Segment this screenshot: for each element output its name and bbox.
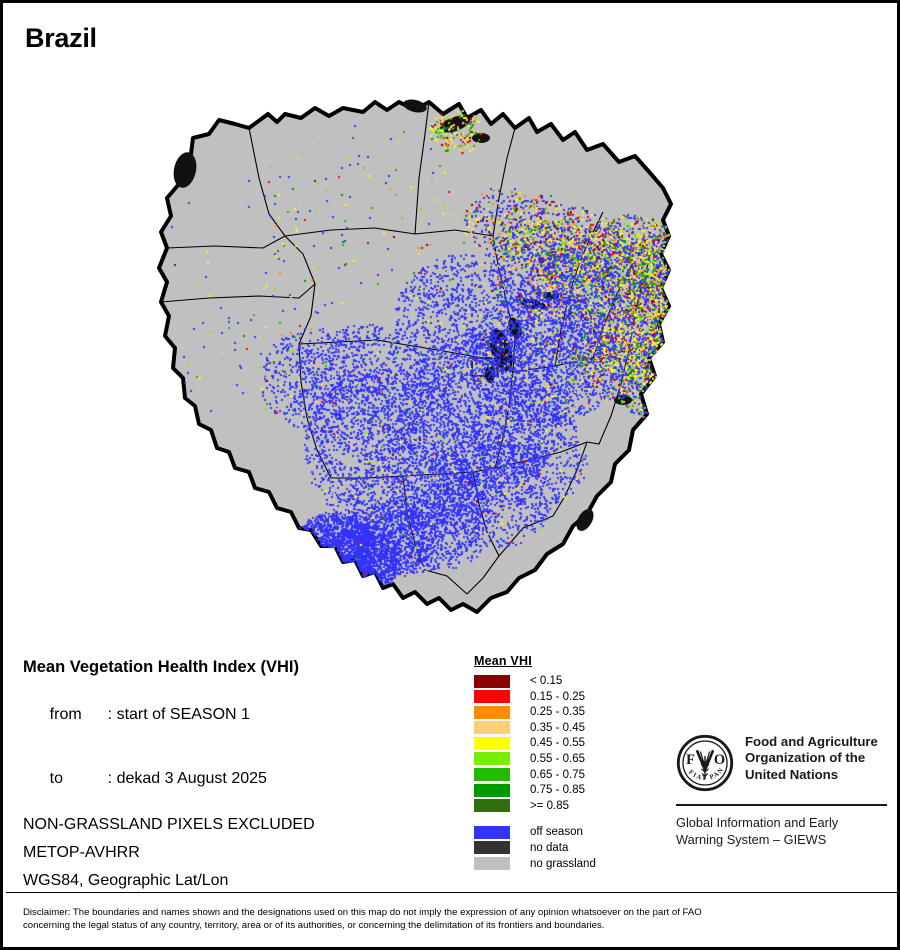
legend-class-row: 0.75 - 0.85 bbox=[474, 783, 664, 797]
fao-organization-name: Food and Agriculture Organization of the… bbox=[745, 734, 878, 783]
legend-class-label: 0.45 - 0.55 bbox=[530, 737, 585, 750]
info-to-key: to bbox=[49, 770, 64, 787]
legend-class-row: 0.55 - 0.65 bbox=[474, 752, 664, 766]
giews-line1: Global Information and Early bbox=[676, 815, 839, 830]
legend-class-label: 0.15 - 0.25 bbox=[530, 690, 585, 703]
svg-text:O: O bbox=[714, 752, 725, 768]
legend-class-swatch bbox=[474, 705, 510, 719]
legend-status-swatch bbox=[474, 841, 510, 855]
info-pixels-excluded: NON-GRASSLAND PIXELS EXCLUDED bbox=[23, 816, 315, 833]
legend-class-row: < 0.15 bbox=[474, 674, 664, 688]
legend-class-swatch bbox=[474, 783, 510, 797]
disclaimer-line1: Disclaimer: The boundaries and names sho… bbox=[23, 907, 702, 918]
legend-status-row: no grassland bbox=[474, 857, 664, 871]
svg-text:F: F bbox=[686, 752, 695, 768]
fao-name-line3: United Nations bbox=[745, 766, 839, 782]
disclaimer-divider bbox=[6, 892, 900, 893]
legend-class-swatch bbox=[474, 674, 510, 688]
map-info-block: Mean Vegetation Health Index (VHI) from:… bbox=[23, 658, 443, 900]
disclaimer-text: Disclaimer: The boundaries and names sho… bbox=[23, 906, 883, 932]
giews-name: Global Information and Early Warning Sys… bbox=[676, 815, 891, 848]
info-projection: WGS84, Geographic Lat/Lon bbox=[23, 872, 229, 889]
fao-branding: F O FIAT PANIS Food and Agriculture Orga… bbox=[676, 734, 891, 848]
legend-class-label: < 0.15 bbox=[530, 675, 563, 687]
map-legend: Mean VHI < 0.15 0.15 - 0.25 0.25 - 0.35 0.3… bbox=[474, 654, 664, 872]
fao-logo-icon: F O FIAT PANIS bbox=[676, 734, 734, 792]
legend-spacer bbox=[474, 814, 664, 825]
fao-divider bbox=[676, 804, 887, 806]
legend-class-row: 0.45 - 0.55 bbox=[474, 736, 664, 750]
legend-class-label: 0.75 - 0.85 bbox=[530, 784, 585, 797]
giews-line2: Warning System – GIEWS bbox=[676, 831, 827, 847]
legend-class-list: < 0.15 0.15 - 0.25 0.25 - 0.35 0.35 - 0.45 0… bbox=[474, 674, 664, 813]
legend-class-row: 0.35 - 0.45 bbox=[474, 721, 664, 735]
legend-status-swatch bbox=[474, 825, 510, 839]
info-from-value: start of SEASON 1 bbox=[116, 706, 250, 723]
info-row-from: from: start of SEASON 1 bbox=[23, 688, 443, 742]
legend-status-label: no data bbox=[530, 841, 569, 854]
legend-class-row: >= 0.85 bbox=[474, 799, 664, 813]
legend-class-swatch bbox=[474, 690, 510, 704]
disclaimer-line2: concerning the legal status of any count… bbox=[23, 920, 605, 932]
info-sensor: METOP-AVHRR bbox=[23, 844, 140, 861]
page-title: Brazil bbox=[25, 23, 97, 53]
legend-status-list: off season no data no grassland bbox=[474, 825, 664, 871]
legend-class-label: >= 0.85 bbox=[530, 799, 570, 812]
info-from-key: from bbox=[49, 706, 82, 723]
legend-class-row: 0.15 - 0.25 bbox=[474, 690, 664, 704]
legend-status-row: off season bbox=[474, 825, 664, 839]
info-heading: Mean Vegetation Health Index (VHI) bbox=[23, 658, 299, 676]
legend-class-swatch bbox=[474, 752, 510, 766]
fao-name-line2: Organization of the bbox=[745, 750, 866, 766]
info-row-to: to: dekad 3 August 2025 bbox=[23, 752, 443, 806]
legend-class-row: 0.65 - 0.75 bbox=[474, 768, 664, 782]
fao-name-line1: Food and Agriculture bbox=[745, 734, 878, 749]
legend-status-row: no data bbox=[474, 841, 664, 855]
legend-class-swatch bbox=[474, 736, 510, 750]
legend-class-label: 0.55 - 0.65 bbox=[530, 752, 585, 765]
legend-status-label: no grassland bbox=[530, 857, 596, 870]
legend-class-swatch bbox=[474, 768, 510, 782]
legend-status-label: off season bbox=[530, 826, 583, 839]
info-to-value: dekad 3 August 2025 bbox=[116, 770, 267, 787]
map-canvas[interactable] bbox=[63, 58, 803, 638]
info-to-sep: : bbox=[107, 770, 117, 787]
legend-class-label: 0.65 - 0.75 bbox=[530, 768, 585, 781]
legend-class-row: 0.25 - 0.35 bbox=[474, 705, 664, 719]
legend-class-swatch bbox=[474, 721, 510, 735]
brazil-map-svg bbox=[157, 99, 673, 614]
legend-class-label: 0.35 - 0.45 bbox=[530, 721, 585, 734]
legend-status-swatch bbox=[474, 857, 510, 871]
legend-class-label: 0.25 - 0.35 bbox=[530, 706, 585, 719]
legend-title: Mean VHI bbox=[474, 654, 532, 668]
info-from-sep: : bbox=[107, 706, 117, 723]
map-landmass bbox=[157, 100, 673, 614]
legend-class-swatch bbox=[474, 799, 510, 813]
